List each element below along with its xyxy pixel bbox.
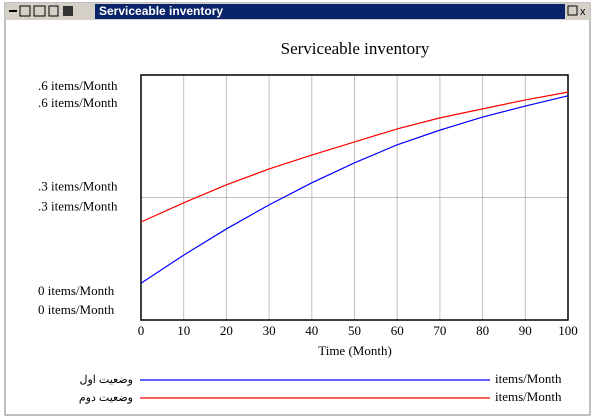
- icon-lock[interactable]: [19, 5, 31, 17]
- y-tick-label: .6 items/Month: [38, 78, 118, 93]
- legend-units: items/Month: [495, 371, 562, 386]
- y2-tick-label: 0 items/Month: [38, 302, 115, 317]
- window-title: Serviceable inventory: [99, 4, 223, 18]
- x-axis-label: Time (Month): [318, 343, 392, 358]
- x-tick-label: 80: [476, 323, 489, 338]
- y2-tick-label: .3 items/Month: [38, 198, 118, 213]
- legend-units: items/Month: [495, 389, 562, 404]
- legend-label: وضعيت دوم: [79, 392, 133, 404]
- x-tick-label: 90: [519, 323, 532, 338]
- x-tick-label: 70: [433, 323, 446, 338]
- icon-copy[interactable]: [48, 5, 59, 17]
- chart-title: Serviceable inventory: [281, 39, 430, 58]
- x-tick-label: 100: [558, 323, 578, 338]
- x-tick-label: 60: [391, 323, 404, 338]
- icon-minus[interactable]: [9, 10, 17, 12]
- x-tick-label: 50: [348, 323, 361, 338]
- close-button[interactable]: x: [580, 6, 586, 18]
- x-tick-label: 10: [177, 323, 190, 338]
- series-line: [140, 95, 569, 284]
- maximize-button[interactable]: [567, 5, 578, 16]
- icon-save[interactable]: [63, 6, 73, 16]
- series-line: [140, 91, 569, 223]
- y2-tick-label: .6 items/Month: [38, 95, 118, 110]
- x-tick-label: 20: [220, 323, 233, 338]
- toolbar-icons[interactable]: [9, 5, 73, 17]
- legend-label: وضعيت اول: [80, 374, 134, 386]
- plot-border: [140, 74, 569, 321]
- x-tick-label: 40: [305, 323, 318, 338]
- title-highlight: [95, 4, 565, 19]
- y-tick-label: 0 items/Month: [38, 283, 115, 298]
- y-tick-label: .3 items/Month: [38, 178, 118, 193]
- x-tick-label: 0: [138, 323, 145, 338]
- x-tick-label: 30: [263, 323, 276, 338]
- icon-print[interactable]: [33, 5, 46, 17]
